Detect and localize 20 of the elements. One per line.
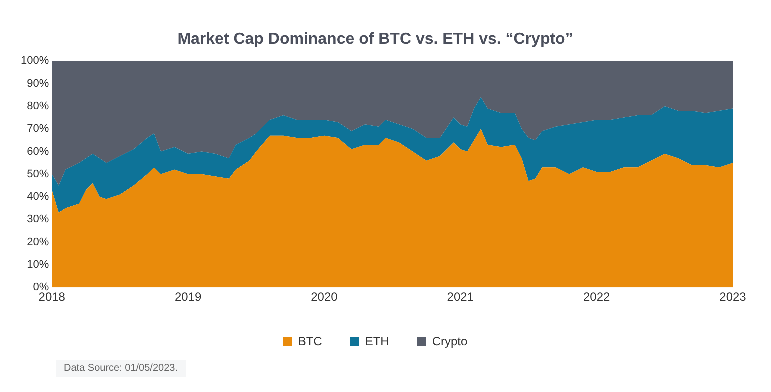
x-tick-label: 2021 — [447, 290, 474, 304]
y-tick-label: 10% — [27, 258, 50, 271]
y-tick-label: 100% — [20, 55, 50, 68]
chart-title: Market Cap Dominance of BTC vs. ETH vs. “Crypto” — [178, 31, 574, 48]
y-tick-label: 50% — [27, 168, 50, 180]
y-tick-label: 60% — [27, 146, 50, 158]
x-tick-label: 2020 — [311, 290, 338, 304]
y-tick-label: 70% — [27, 123, 50, 136]
y-tick-label: 40% — [27, 191, 50, 204]
y-tick-label: 30% — [27, 214, 50, 226]
y-tick-label: 90% — [27, 78, 50, 90]
x-tick-label: 2022 — [583, 290, 610, 304]
source-note: Data Source: 01/05/2023. — [56, 360, 186, 377]
legend-label: Crypto — [432, 334, 468, 348]
y-tick-label: 80% — [27, 100, 50, 113]
y-tick-label: 20% — [27, 236, 50, 248]
x-tick-label: 2019 — [174, 290, 202, 304]
x-tick-label: 2023 — [720, 290, 747, 304]
legend-label: BTC — [298, 334, 323, 348]
legend-label: ETH — [365, 334, 390, 348]
